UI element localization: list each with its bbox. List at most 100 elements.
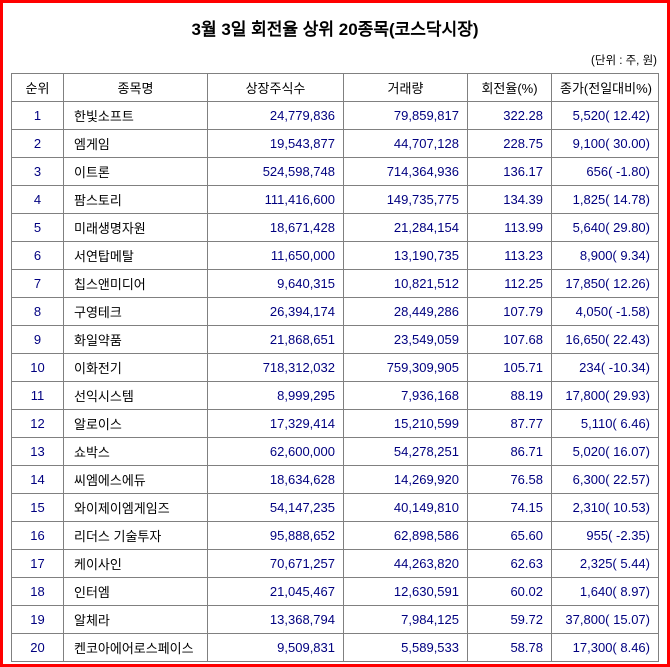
closing-price-cell: 17,800( 29.93) bbox=[551, 381, 659, 410]
rank-cell: 1 bbox=[11, 101, 64, 130]
rank-cell: 5 bbox=[11, 213, 64, 242]
stock-name-cell: 리더스 기술투자 bbox=[63, 521, 208, 550]
listed-shares-cell: 17,329,414 bbox=[207, 409, 344, 438]
rank-cell: 18 bbox=[11, 577, 64, 606]
volume-cell: 10,821,512 bbox=[343, 269, 468, 298]
volume-cell: 21,284,154 bbox=[343, 213, 468, 242]
closing-price-cell: 37,800( 15.07) bbox=[551, 605, 659, 634]
listed-shares-cell: 95,888,652 bbox=[207, 521, 344, 550]
turnover-cell: 65.60 bbox=[467, 521, 552, 550]
closing-price-cell: 1,825( 14.78) bbox=[551, 185, 659, 214]
table-row: 14 씨엠에스에듀 18,634,628 14,269,920 76.58 6,300( … bbox=[11, 465, 659, 494]
turnover-cell: 228.75 bbox=[467, 129, 552, 158]
stock-name-cell: 팜스토리 bbox=[63, 185, 208, 214]
closing-price-cell: 17,850( 12.26) bbox=[551, 269, 659, 298]
table-row: 8 구영테크 26,394,174 28,449,286 107.79 4,050( -1… bbox=[11, 297, 659, 326]
table-row: 1 한빛소프트 24,779,836 79,859,817 322.28 5,520( 1… bbox=[11, 101, 659, 130]
table-row: 10 이화전기 718,312,032 759,309,905 105.71 234( -… bbox=[11, 353, 659, 382]
table-row: 5 미래생명자원 18,671,428 21,284,154 113.99 5,640( … bbox=[11, 213, 659, 242]
column-header: 거래량 bbox=[343, 73, 468, 102]
rank-cell: 7 bbox=[11, 269, 64, 298]
closing-price-cell: 5,020( 16.07) bbox=[551, 437, 659, 466]
volume-cell: 23,549,059 bbox=[343, 325, 468, 354]
table-row: 15 와이제이엠게임즈 54,147,235 40,149,810 74.15 2,310… bbox=[11, 493, 659, 522]
unit-note: (단위 : 주, 원) bbox=[591, 55, 657, 67]
page-title: 3월 3일 회전율 상위 20종목(코스닥시장) bbox=[191, 20, 479, 39]
stock-name-cell: 알체라 bbox=[63, 605, 208, 634]
listed-shares-cell: 8,999,295 bbox=[207, 381, 344, 410]
table-row: 7 칩스앤미디어 9,640,315 10,821,512 112.25 17,850( … bbox=[11, 269, 659, 298]
stock-name-cell: 알로이스 bbox=[63, 409, 208, 438]
volume-cell: 759,309,905 bbox=[343, 353, 468, 382]
stock-name-cell: 구영테크 bbox=[63, 297, 208, 326]
turnover-table: 순위 종목명 상장주식수 거래량 회전율(%) 종가(전일대비%) 1 한빛소프트 24,77… bbox=[11, 73, 659, 662]
closing-price-cell: 9,100( 30.00) bbox=[551, 129, 659, 158]
listed-shares-cell: 21,868,651 bbox=[207, 325, 344, 354]
turnover-cell: 107.68 bbox=[467, 325, 552, 354]
turnover-cell: 62.63 bbox=[467, 549, 552, 578]
rank-cell: 2 bbox=[11, 129, 64, 158]
turnover-cell: 113.99 bbox=[467, 213, 552, 242]
table-row: 9 화일약품 21,868,651 23,549,059 107.68 16,650( 2… bbox=[11, 325, 659, 354]
stock-name-cell: 케이사인 bbox=[63, 549, 208, 578]
stock-name-cell: 인터엠 bbox=[63, 577, 208, 606]
volume-cell: 40,149,810 bbox=[343, 493, 468, 522]
listed-shares-cell: 54,147,235 bbox=[207, 493, 344, 522]
stock-name-cell: 한빛소프트 bbox=[63, 101, 208, 130]
listed-shares-cell: 13,368,794 bbox=[207, 605, 344, 634]
volume-cell: 44,263,820 bbox=[343, 549, 468, 578]
turnover-cell: 105.71 bbox=[467, 353, 552, 382]
listed-shares-cell: 19,543,877 bbox=[207, 129, 344, 158]
table-row: 3 이트론 524,598,748 714,364,936 136.17 656( -1.… bbox=[11, 157, 659, 186]
stock-name-cell: 화일약품 bbox=[63, 325, 208, 354]
table-body: 1 한빛소프트 24,779,836 79,859,817 322.28 5,520( 1… bbox=[11, 101, 659, 662]
volume-cell: 7,984,125 bbox=[343, 605, 468, 634]
volume-cell: 7,936,168 bbox=[343, 381, 468, 410]
column-header: 회전율(%) bbox=[467, 73, 552, 102]
turnover-cell: 86.71 bbox=[467, 437, 552, 466]
closing-price-cell: 5,520( 12.42) bbox=[551, 101, 659, 130]
volume-cell: 13,190,735 bbox=[343, 241, 468, 270]
listed-shares-cell: 24,779,836 bbox=[207, 101, 344, 130]
rank-cell: 17 bbox=[11, 549, 64, 578]
column-header: 종가(전일대비%) bbox=[551, 73, 659, 102]
rank-cell: 6 bbox=[11, 241, 64, 270]
volume-cell: 5,589,533 bbox=[343, 633, 468, 662]
rank-cell: 13 bbox=[11, 437, 64, 466]
volume-cell: 44,707,128 bbox=[343, 129, 468, 158]
listed-shares-cell: 9,640,315 bbox=[207, 269, 344, 298]
listed-shares-cell: 18,671,428 bbox=[207, 213, 344, 242]
closing-price-cell: 2,310( 10.53) bbox=[551, 493, 659, 522]
volume-cell: 14,269,920 bbox=[343, 465, 468, 494]
closing-price-cell: 656( -1.80) bbox=[551, 157, 659, 186]
turnover-cell: 322.28 bbox=[467, 101, 552, 130]
rank-cell: 3 bbox=[11, 157, 64, 186]
column-header: 순위 bbox=[11, 73, 64, 102]
volume-cell: 12,630,591 bbox=[343, 577, 468, 606]
stock-name-cell: 미래생명자원 bbox=[63, 213, 208, 242]
listed-shares-cell: 18,634,628 bbox=[207, 465, 344, 494]
rank-cell: 15 bbox=[11, 493, 64, 522]
turnover-cell: 136.17 bbox=[467, 157, 552, 186]
rank-cell: 14 bbox=[11, 465, 64, 494]
turnover-cell: 87.77 bbox=[467, 409, 552, 438]
table-row: 4 팜스토리 111,416,600 149,735,775 134.39 1,825( … bbox=[11, 185, 659, 214]
listed-shares-cell: 21,045,467 bbox=[207, 577, 344, 606]
listed-shares-cell: 11,650,000 bbox=[207, 241, 344, 270]
turnover-cell: 134.39 bbox=[467, 185, 552, 214]
rank-cell: 4 bbox=[11, 185, 64, 214]
listed-shares-cell: 524,598,748 bbox=[207, 157, 344, 186]
closing-price-cell: 5,110( 6.46) bbox=[551, 409, 659, 438]
turnover-cell: 88.19 bbox=[467, 381, 552, 410]
closing-price-cell: 234( -10.34) bbox=[551, 353, 659, 382]
stock-name-cell: 씨엠에스에듀 bbox=[63, 465, 208, 494]
stock-name-cell: 엠게임 bbox=[63, 129, 208, 158]
turnover-cell: 74.15 bbox=[467, 493, 552, 522]
turnover-cell: 76.58 bbox=[467, 465, 552, 494]
column-header: 종목명 bbox=[63, 73, 208, 102]
closing-price-cell: 6,300( 22.57) bbox=[551, 465, 659, 494]
turnover-cell: 107.79 bbox=[467, 297, 552, 326]
listed-shares-cell: 70,671,257 bbox=[207, 549, 344, 578]
listed-shares-cell: 62,600,000 bbox=[207, 437, 344, 466]
